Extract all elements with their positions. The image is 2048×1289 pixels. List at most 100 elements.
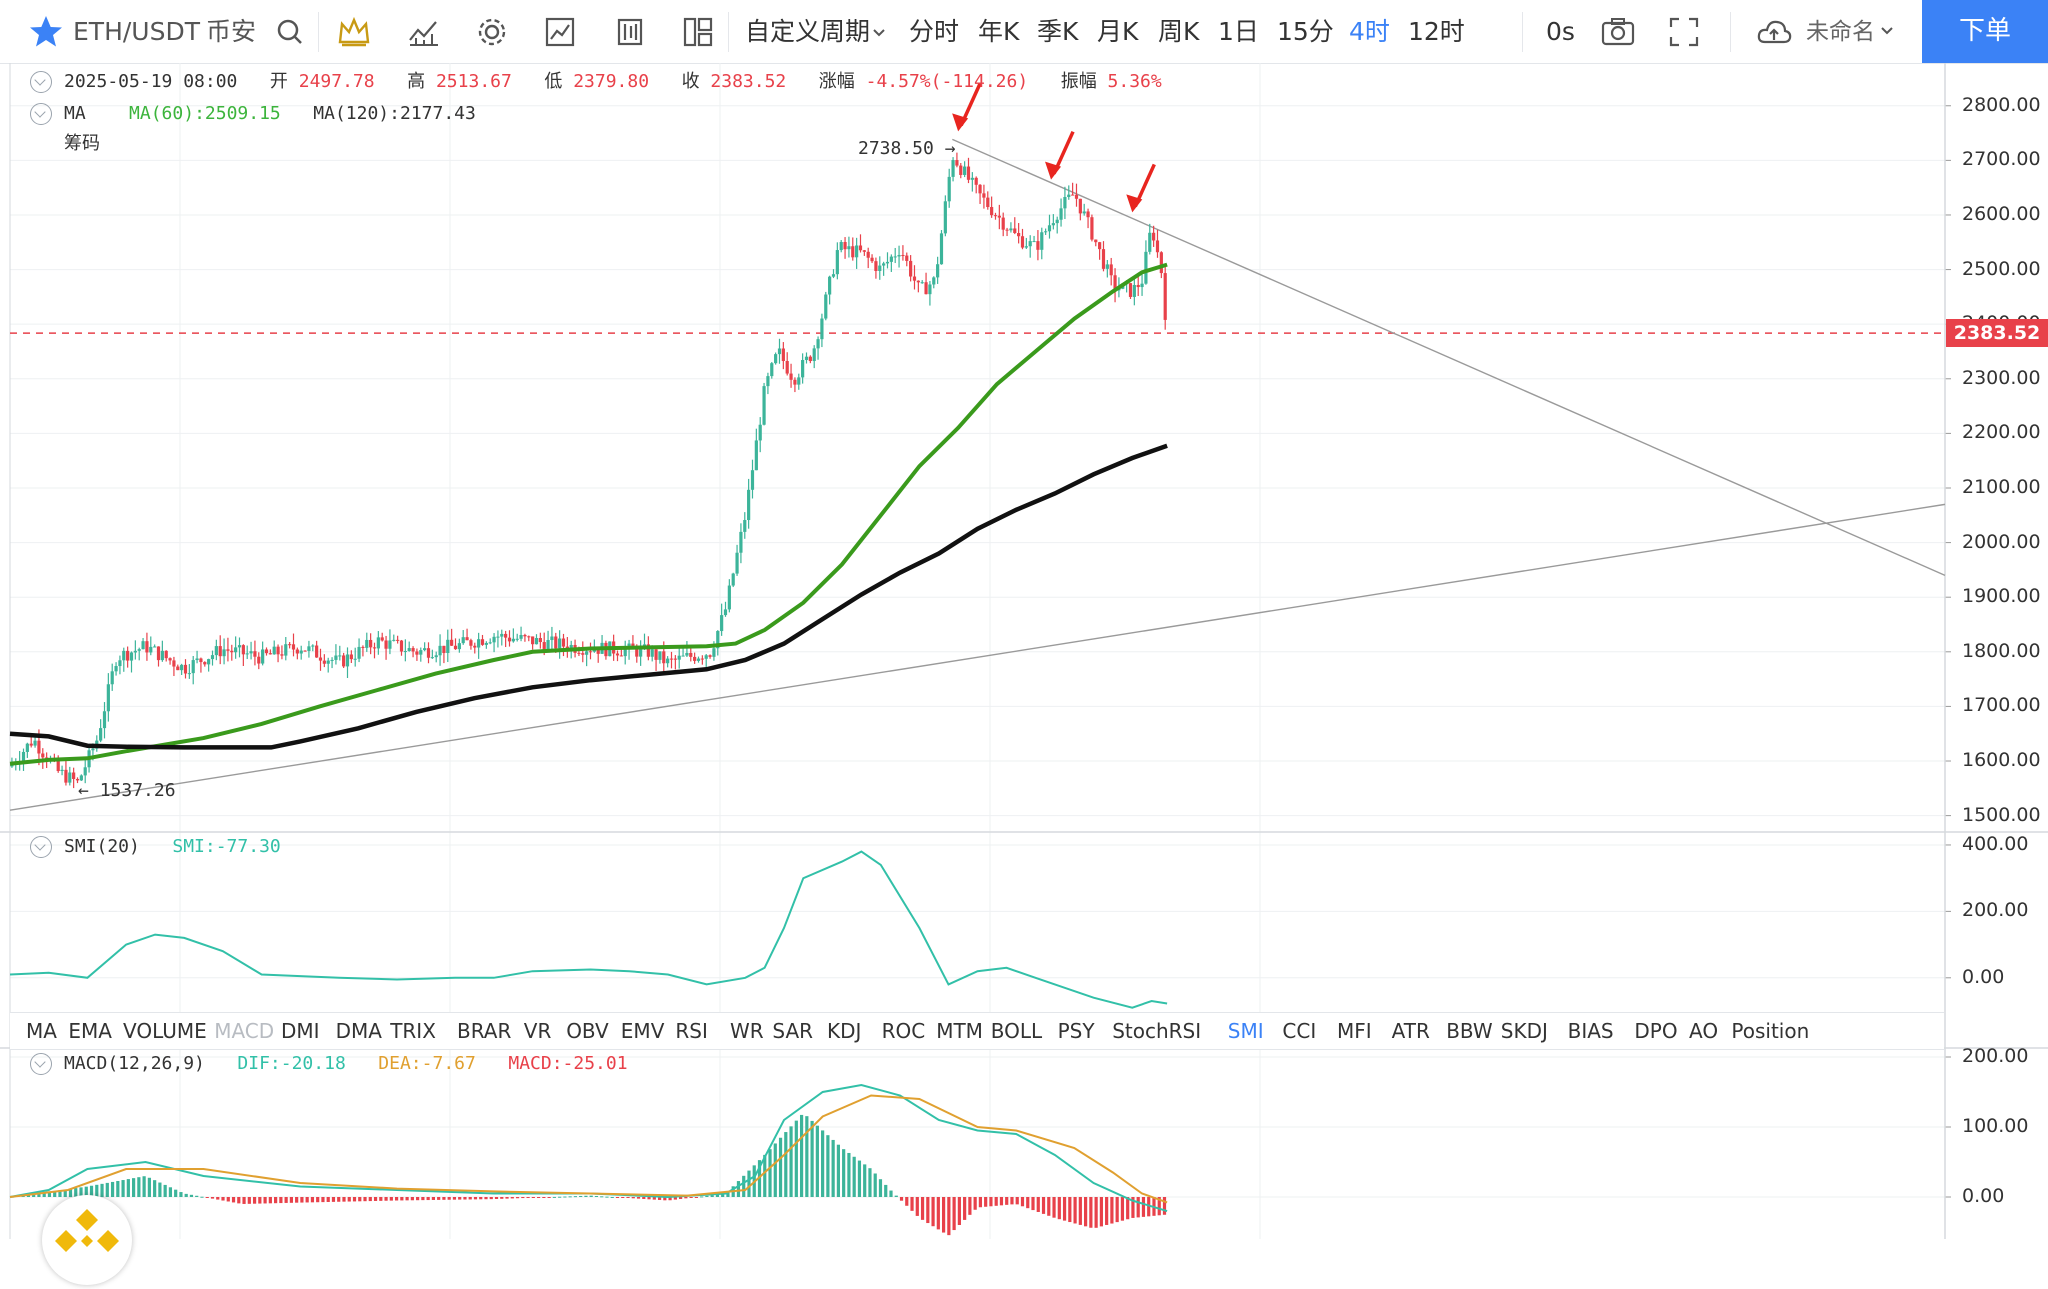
- y-tick-label: 2700.00: [1962, 148, 2041, 171]
- collapse-ma-toggle[interactable]: [30, 103, 52, 125]
- candlestick: [446, 629, 450, 663]
- collapse-macd-toggle[interactable]: [30, 1053, 52, 1075]
- indicator-tab-ma[interactable]: MA: [26, 1019, 57, 1043]
- period-tab-fenshi[interactable]: 分时: [909, 17, 960, 46]
- indicator-tab-atr[interactable]: ATR: [1391, 1019, 1430, 1043]
- period-tab-quarter[interactable]: 季K: [1037, 17, 1079, 46]
- search-icon[interactable]: [270, 12, 310, 52]
- camera-icon[interactable]: [1598, 12, 1638, 52]
- indicator-tab-brar[interactable]: BRAR: [457, 1019, 512, 1043]
- macd-histogram-bar: [878, 1179, 883, 1197]
- gear-icon[interactable]: [472, 12, 512, 52]
- indicator-tab-macd[interactable]: MACD: [214, 1019, 275, 1043]
- indicator-tab-dma[interactable]: DMA: [335, 1019, 382, 1043]
- period-tab-month[interactable]: 月K: [1097, 17, 1139, 46]
- indicator-tab-volume[interactable]: VOLUME: [123, 1019, 207, 1043]
- macd-histogram-bar: [863, 1164, 867, 1197]
- candle-body: [936, 264, 940, 278]
- macd-histogram-bar: [389, 1197, 393, 1201]
- indicator-tab-position[interactable]: Position: [1731, 1019, 1810, 1043]
- symbol-name[interactable]: ETH/USDT: [73, 17, 200, 46]
- macd-histogram-bar: [984, 1197, 988, 1207]
- period-tab-1d[interactable]: 1日: [1218, 17, 1259, 46]
- candlestick: [882, 261, 886, 276]
- red-arrow-head: [1045, 161, 1062, 180]
- macd-histogram-bar: [721, 1193, 725, 1197]
- candle-body: [338, 655, 342, 657]
- layout-icon[interactable]: [678, 12, 718, 52]
- candle-body: [882, 263, 886, 266]
- indicator-tab-roc[interactable]: ROC: [881, 1019, 926, 1043]
- candle-body: [160, 650, 164, 661]
- collapse-main-toggle[interactable]: [30, 71, 52, 93]
- collapse-smi-toggle[interactable]: [30, 836, 52, 858]
- indicator-tab-ema[interactable]: EMA: [68, 1019, 112, 1043]
- macd-histogram-bar: [589, 1195, 593, 1197]
- candlestick: [237, 637, 242, 658]
- custom-period-dropdown[interactable]: 自定义周期: [745, 17, 871, 46]
- chart-type-icon[interactable]: [540, 12, 580, 52]
- candle-body: [577, 652, 581, 654]
- indicator-tab-smi[interactable]: SMI: [1227, 1019, 1264, 1043]
- chips-label[interactable]: 筹码: [64, 133, 100, 154]
- candlestick: [893, 247, 897, 264]
- template-icon[interactable]: [610, 12, 650, 52]
- candlestick: [920, 280, 924, 284]
- candlestick: [253, 640, 257, 666]
- candlestick: [596, 649, 600, 663]
- indicator-tab-bbw[interactable]: BBW: [1446, 1019, 1493, 1043]
- indicator-tab-stochrsi[interactable]: StochRSI: [1112, 1019, 1202, 1043]
- candle-body: [585, 651, 589, 655]
- indicator-tab-kdj[interactable]: KDJ: [827, 1019, 862, 1043]
- indicator-tab-mfi[interactable]: MFI: [1337, 1019, 1372, 1043]
- period-tab-12h[interactable]: 12时: [1408, 17, 1465, 46]
- indicator-tab-rsi[interactable]: RSI: [675, 1019, 708, 1043]
- macd-histogram-bar: [458, 1197, 462, 1200]
- layout-name-dropdown[interactable]: 未命名: [1806, 19, 1875, 45]
- candlestick: [334, 644, 338, 665]
- fullscreen-icon[interactable]: [1664, 12, 1704, 52]
- indicator-tab-skdj[interactable]: SKDJ: [1500, 1019, 1548, 1043]
- indicator-tab-wr[interactable]: WR: [730, 1019, 764, 1043]
- indicator-tab-dpo[interactable]: DPO: [1634, 1019, 1678, 1043]
- candlestick: [1163, 266, 1167, 330]
- indicator-tab-emv[interactable]: EMV: [620, 1019, 665, 1043]
- period-tab-15m[interactable]: 15分: [1277, 17, 1334, 46]
- indicator-tab-boll[interactable]: BOLL: [990, 1019, 1043, 1043]
- indicator-tab-ao[interactable]: AO: [1689, 1019, 1719, 1043]
- macd-histogram-bar: [952, 1197, 956, 1231]
- macd-histogram-bar: [579, 1195, 583, 1197]
- candle-body: [1020, 236, 1025, 248]
- order-button[interactable]: 下单: [1922, 0, 2048, 63]
- indicator-tab-psy[interactable]: PSY: [1057, 1019, 1095, 1043]
- indicator-tab-bias[interactable]: BIAS: [1567, 1019, 1614, 1043]
- indicator-tab-vr[interactable]: VR: [523, 1019, 552, 1043]
- indicator-tab-cci[interactable]: CCI: [1282, 1019, 1317, 1043]
- candle-body: [33, 740, 37, 746]
- indicator-tab-dmi[interactable]: DMI: [281, 1019, 320, 1043]
- candlestick: [384, 635, 388, 660]
- period-tab-4h-active[interactable]: 4时: [1349, 17, 1390, 46]
- cloud-icon[interactable]: [1754, 12, 1794, 52]
- y-tick-label: 1500.00: [1962, 803, 2041, 826]
- candle-body: [507, 637, 512, 642]
- candle-body: [658, 651, 662, 660]
- indicator-tab-mtm[interactable]: MTM: [936, 1019, 983, 1043]
- period-tab-week[interactable]: 周K: [1158, 17, 1200, 46]
- candle-body: [901, 255, 905, 257]
- macd-histogram-bar: [416, 1197, 420, 1201]
- close-label: 收: [681, 71, 700, 92]
- indicator-tab-sar[interactable]: SAR: [772, 1019, 814, 1043]
- macd-histogram-bar: [568, 1196, 572, 1198]
- star-icon[interactable]: [26, 12, 66, 52]
- indicator-tab-obv[interactable]: OBV: [566, 1019, 609, 1043]
- period-tab-year[interactable]: 年K: [978, 17, 1020, 46]
- indicator-tab-trix[interactable]: TRIX: [390, 1019, 436, 1043]
- candlestick: [750, 459, 755, 499]
- indicator-icon[interactable]: [404, 12, 444, 52]
- candle-body: [102, 711, 107, 729]
- candlestick: [214, 639, 218, 661]
- crown-icon[interactable]: [334, 12, 374, 52]
- macd-histogram-bar: [463, 1197, 467, 1200]
- candlestick: [770, 362, 774, 379]
